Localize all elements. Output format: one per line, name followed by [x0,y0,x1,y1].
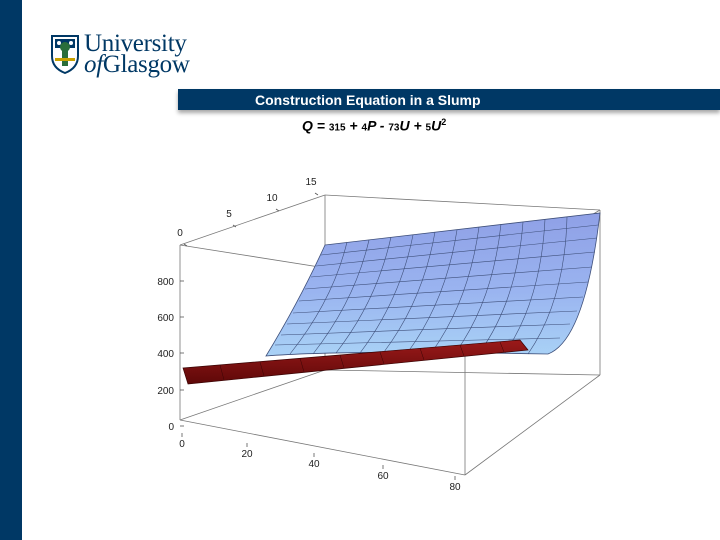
z-tick-label: 800 [157,277,174,288]
slide-title: Construction Equation in a Slump [255,92,481,108]
p-tick-label: 20 [241,449,253,460]
u-tick-mark [314,192,319,196]
plane-grid [219,341,505,381]
surface-grid [274,216,599,355]
logo-text-glasgow: ofGlasgow [84,51,190,78]
u-tick-label: 10 [266,193,278,204]
z-tick-label: 400 [157,349,174,360]
logo-text-university: University [84,30,187,57]
z-tick-label: 200 [157,386,174,397]
crest-icon [51,35,79,74]
u-tick-mark [183,243,188,247]
u-tick-label: 0 [177,228,183,239]
p-tick-label: 80 [449,482,461,493]
p-tick-label: 60 [377,471,389,482]
p-axis: 0 20 40 60 80 [179,433,461,493]
left-brand-bar [0,0,22,540]
u-tick-label: 15 [305,177,317,188]
equation: Q = 315 + 4P - 73U + 5U2 [302,117,447,134]
u-tick-mark [232,224,237,228]
u-tick-label: 5 [226,209,232,220]
p-tick-label: 0 [179,439,185,450]
z-axis: 0 200 400 600 800 [157,277,184,433]
z-tick-label: 0 [168,422,174,433]
title-bar: Construction Equation in a Slump [178,89,720,110]
u-axis: 0 5 10 15 [177,177,319,247]
constant-plane [182,339,529,385]
p-tick-label: 40 [308,459,320,470]
z-tick-label: 600 [157,313,174,324]
u-tick-mark [275,208,280,212]
university-logo: University ofGlasgow [50,30,190,80]
